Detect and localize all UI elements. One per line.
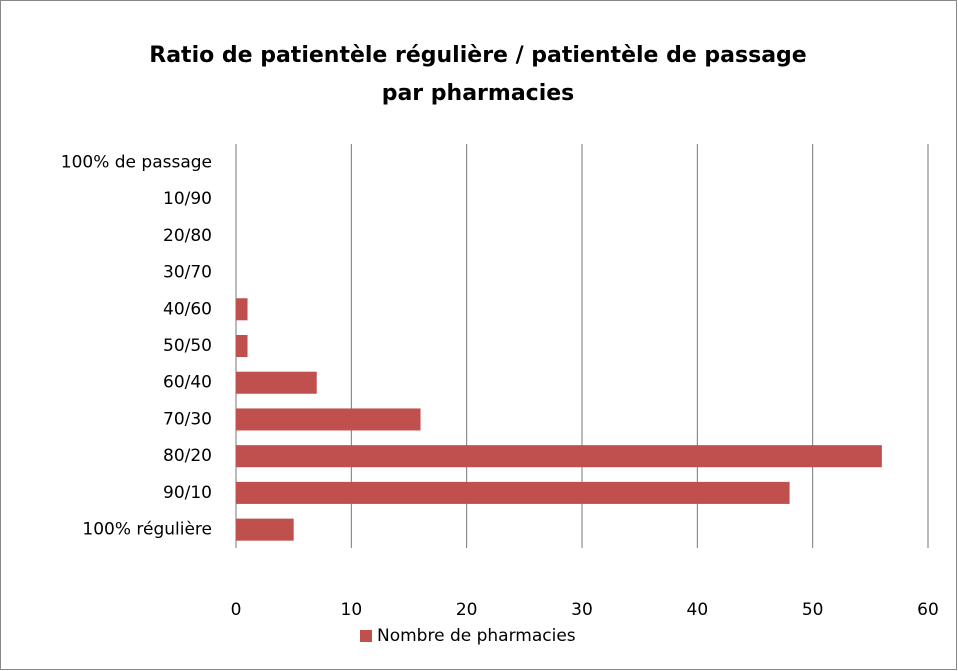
y-tick-label: 70/30 — [163, 409, 212, 429]
y-tick-label: 90/10 — [163, 483, 212, 503]
y-tick-label: 10/90 — [163, 189, 212, 209]
bar — [236, 371, 317, 394]
y-tick-label: 30/70 — [163, 263, 212, 283]
legend-swatch — [360, 630, 372, 642]
y-tick-label: 50/50 — [163, 336, 212, 356]
bar — [236, 334, 248, 358]
y-tick-label: 100% de passage — [61, 152, 212, 172]
y-tick-label: 60/40 — [163, 373, 212, 393]
bar — [236, 408, 421, 431]
bar — [236, 481, 790, 504]
x-tick-label: 20 — [456, 600, 478, 620]
legend-label: Nombre de pharmacies — [377, 626, 576, 646]
y-tick-label: 20/80 — [163, 226, 212, 246]
x-tick-label: 40 — [687, 600, 709, 620]
x-tick-label: 10 — [341, 600, 363, 620]
bar — [236, 518, 294, 541]
y-tick-label: 40/60 — [163, 299, 212, 319]
chart-title: Ratio de patientèle régulière / patientè… — [149, 43, 806, 68]
y-tick-label: 100% régulière — [82, 520, 212, 540]
x-tick-label: 30 — [571, 600, 593, 620]
x-tick-label: 0 — [231, 600, 242, 620]
bar — [236, 445, 882, 468]
x-tick-label: 60 — [917, 600, 939, 620]
x-tick-label: 50 — [802, 600, 824, 620]
bar — [236, 298, 248, 321]
chart-title: par pharmacies — [382, 81, 575, 106]
y-tick-label: 80/20 — [163, 446, 212, 466]
